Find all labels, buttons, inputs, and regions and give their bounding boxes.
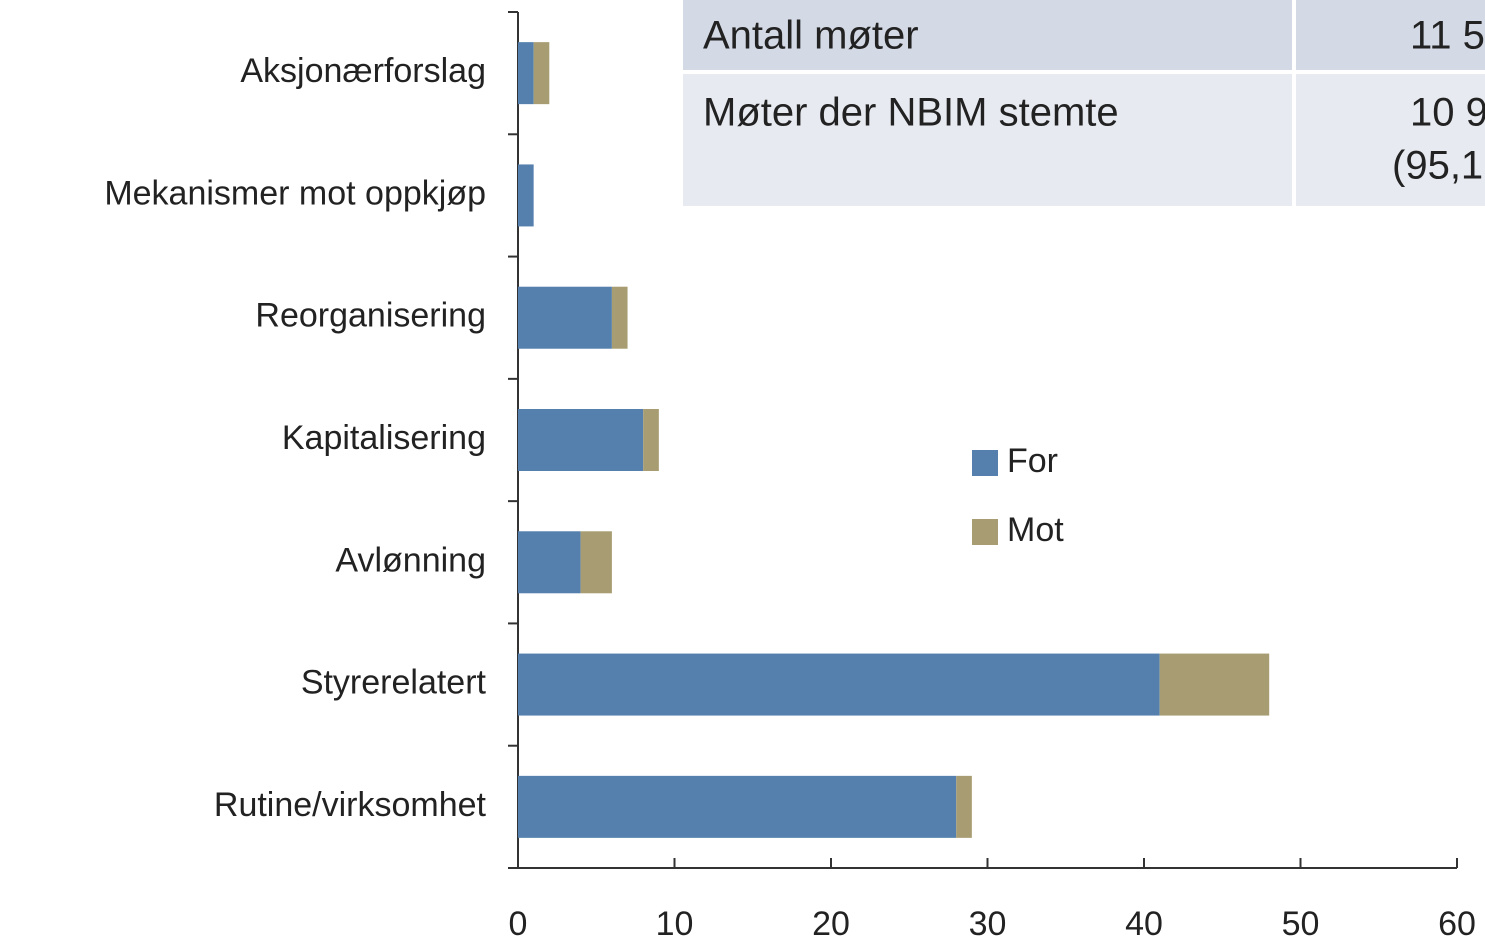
bar xyxy=(518,286,612,349)
x-tick-label: 20 xyxy=(812,905,850,943)
x-tick-label: 60 xyxy=(1438,905,1476,943)
legend-label: For xyxy=(1007,442,1058,480)
y-tick-label: Mekanismer mot oppkjøp xyxy=(104,174,486,212)
y-tick-label: Avlønning xyxy=(335,541,486,579)
bar xyxy=(518,42,534,105)
table-cell: Møter der NBIM stemte xyxy=(703,91,1119,135)
y-tick-label: Styrerelatert xyxy=(301,664,487,702)
bar xyxy=(518,775,957,838)
bar xyxy=(956,775,972,838)
bar xyxy=(518,531,581,594)
table-row xyxy=(683,0,1485,72)
y-tick-label: Aksjonærforslag xyxy=(240,52,486,90)
y-tick-label: Kapitalisering xyxy=(282,419,486,457)
table-row xyxy=(683,72,1485,206)
bar xyxy=(518,164,534,227)
y-tick-label: Reorganisering xyxy=(255,297,486,335)
x-tick-label: 30 xyxy=(969,905,1007,943)
table-cell: (95,1 xyxy=(1392,144,1483,188)
x-tick-label: 10 xyxy=(656,905,694,943)
bar xyxy=(1159,653,1270,716)
bar xyxy=(533,42,550,105)
x-tick-label: 50 xyxy=(1282,905,1320,943)
table-cell: 11 5 xyxy=(1410,14,1485,58)
x-tick-label: 40 xyxy=(1125,905,1163,943)
table-cell: Antall møter xyxy=(703,14,919,58)
legend-swatch xyxy=(972,450,998,476)
table-cell: 10 9 xyxy=(1410,91,1485,135)
bar xyxy=(643,409,659,471)
y-tick-label: Rutine/virksomhet xyxy=(214,786,487,824)
bar xyxy=(580,531,612,594)
bar xyxy=(518,409,644,471)
x-tick-label: 0 xyxy=(509,905,528,943)
bar xyxy=(518,653,1160,716)
legend-label: Mot xyxy=(1007,511,1064,549)
legend-swatch xyxy=(972,519,998,545)
bar xyxy=(611,286,628,349)
